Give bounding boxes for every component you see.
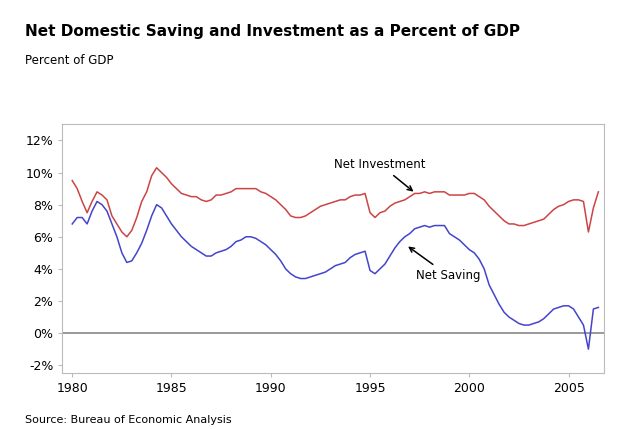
- Text: Source: Bureau of Economic Analysis: Source: Bureau of Economic Analysis: [25, 415, 232, 425]
- Text: Net Saving: Net Saving: [409, 248, 480, 282]
- Text: Net Domestic Saving and Investment as a Percent of GDP: Net Domestic Saving and Investment as a …: [25, 24, 520, 39]
- Text: Percent of GDP: Percent of GDP: [25, 54, 113, 66]
- Text: Net Investment: Net Investment: [335, 158, 426, 190]
